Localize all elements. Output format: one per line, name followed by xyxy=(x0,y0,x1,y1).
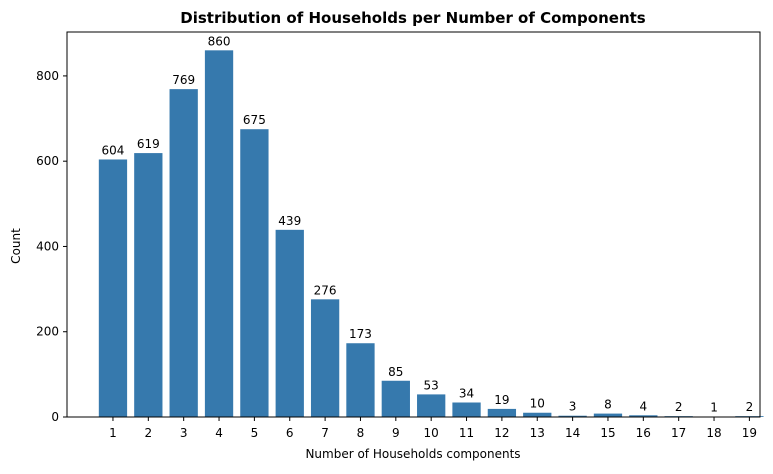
value-label-9: 85 xyxy=(388,365,403,379)
x-axis-label: Number of Households components xyxy=(305,447,520,461)
x-tick-label-10: 10 xyxy=(424,426,439,440)
value-label-17: 2 xyxy=(675,400,683,414)
x-tick-label-12: 12 xyxy=(494,426,509,440)
y-tick-label-400: 400 xyxy=(36,239,59,253)
y-tick-label-0: 0 xyxy=(51,410,59,424)
value-label-3: 769 xyxy=(172,73,195,87)
bar-11 xyxy=(452,403,480,418)
value-label-16: 4 xyxy=(639,399,647,413)
value-label-15: 8 xyxy=(604,398,612,412)
chart-title: Distribution of Households per Number of… xyxy=(180,9,646,27)
x-tick-label-2: 2 xyxy=(144,426,152,440)
y-tick-label-600: 600 xyxy=(36,154,59,168)
x-tick-label-13: 13 xyxy=(530,426,545,440)
bar-6 xyxy=(276,230,304,417)
x-tick-label-5: 5 xyxy=(251,426,259,440)
value-label-6: 439 xyxy=(278,214,301,228)
value-label-19: 2 xyxy=(746,400,754,414)
value-label-7: 276 xyxy=(314,283,337,297)
value-label-8: 173 xyxy=(349,327,372,341)
x-tick-label-14: 14 xyxy=(565,426,580,440)
bar-8 xyxy=(346,343,374,417)
y-axis-label: Count xyxy=(9,228,23,264)
x-tick-label-6: 6 xyxy=(286,426,294,440)
x-tick-label-18: 18 xyxy=(706,426,721,440)
bar-5 xyxy=(240,129,268,417)
x-tick-label-3: 3 xyxy=(180,426,188,440)
bar-4 xyxy=(205,50,233,417)
bar-12 xyxy=(488,409,516,417)
value-label-1: 604 xyxy=(102,143,125,157)
bar-7 xyxy=(311,299,339,417)
value-label-18: 1 xyxy=(710,401,718,415)
y-tick-label-200: 200 xyxy=(36,325,59,339)
x-tick-label-8: 8 xyxy=(357,426,365,440)
x-tick-label-4: 4 xyxy=(215,426,223,440)
bar-9 xyxy=(382,381,410,417)
value-label-13: 10 xyxy=(530,397,545,411)
x-tick-label-19: 19 xyxy=(742,426,757,440)
value-label-11: 34 xyxy=(459,387,474,401)
bar-1 xyxy=(99,159,127,417)
bars-layer xyxy=(99,50,764,417)
value-label-12: 19 xyxy=(494,393,509,407)
value-label-4: 860 xyxy=(208,34,231,48)
y-tick-label-800: 800 xyxy=(36,69,59,83)
x-tick-label-1: 1 xyxy=(109,426,117,440)
value-label-10: 53 xyxy=(424,378,439,392)
x-tick-label-9: 9 xyxy=(392,426,400,440)
bar-10 xyxy=(417,394,445,417)
bar-15 xyxy=(594,414,622,417)
value-label-2: 619 xyxy=(137,137,160,151)
x-tick-label-7: 7 xyxy=(321,426,329,440)
value-labels-layer: 604 619 769 860 675 439 276 173 85 53 34 19 10 3 8 4 2 1 2 xyxy=(102,34,754,414)
bar-3 xyxy=(170,89,198,417)
x-tick-label-11: 11 xyxy=(459,426,474,440)
x-tick-label-15: 15 xyxy=(600,426,615,440)
value-label-14: 3 xyxy=(569,400,577,414)
value-label-5: 675 xyxy=(243,113,266,127)
bar-2 xyxy=(134,153,162,417)
x-tick-label-16: 16 xyxy=(636,426,651,440)
x-tick-label-17: 17 xyxy=(671,426,686,440)
bar-13 xyxy=(523,413,551,417)
